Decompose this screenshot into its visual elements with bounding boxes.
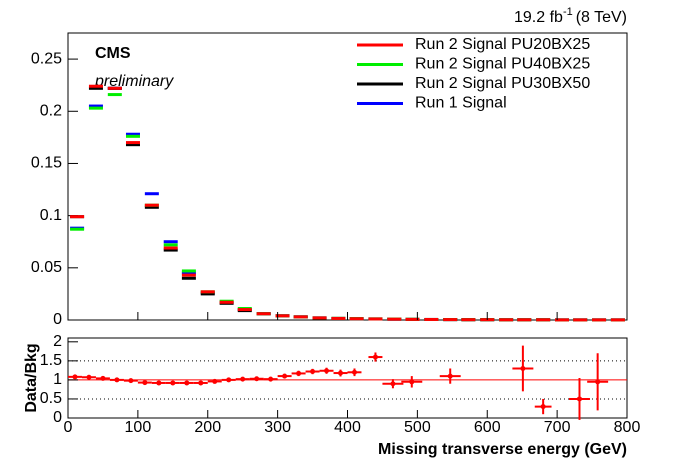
x-tick-label: 0 [64, 419, 73, 436]
lumi-label: 19.2 fb-1 (8 TeV) [514, 6, 627, 26]
data-point [324, 368, 330, 374]
data-point [282, 373, 288, 379]
data-point [296, 370, 302, 376]
y-tick-label: 1.5 [40, 352, 62, 369]
data-point [520, 365, 526, 371]
y-tick-label: 0.05 [31, 259, 62, 276]
status: preliminary [94, 73, 174, 90]
data-point [170, 380, 176, 386]
data-point [310, 369, 316, 375]
x-tick-label: 500 [404, 419, 431, 436]
y-tick-label: 0 [53, 311, 62, 328]
data-point [372, 354, 378, 360]
y-tick-label: 0 [53, 409, 62, 426]
y-tick-label: 2 [53, 333, 62, 350]
data-point [100, 375, 106, 381]
x-tick-label: 100 [125, 419, 152, 436]
data-point [198, 380, 204, 386]
x-tick-label: 300 [264, 419, 291, 436]
legend-label: Run 1 Signal [415, 95, 507, 112]
data-point [212, 378, 218, 384]
energy: (8 TeV) [576, 9, 627, 26]
legend-label: Run 2 Signal PU30BX50 [415, 75, 590, 92]
data-point [86, 374, 92, 380]
y-axis-label: Data/Bkg [23, 343, 40, 412]
y-tick-label: 0.25 [31, 50, 62, 67]
y-tick-label: 0.5 [40, 390, 62, 407]
y-tick-label: 0.2 [40, 102, 62, 119]
data-point [128, 378, 134, 384]
x-tick-label: 200 [194, 419, 221, 436]
data-point [338, 370, 344, 376]
data-point [184, 380, 190, 386]
data-point [142, 380, 148, 386]
y-tick-label: 1 [53, 371, 62, 388]
data-point [351, 369, 357, 375]
legend-label: Run 2 Signal PU20BX25 [415, 36, 590, 53]
data-point [447, 373, 453, 379]
data-point [240, 376, 246, 382]
data-point [72, 374, 78, 380]
legend-label: Run 2 Signal PU40BX25 [415, 56, 590, 73]
x-tick-label: 400 [334, 419, 361, 436]
experiment: CMS [95, 45, 131, 62]
data-point [268, 376, 274, 382]
x-axis-label: Missing transverse energy (GeV) [378, 441, 627, 458]
x-tick-label: 700 [544, 419, 571, 436]
y-tick-label: 0.15 [31, 155, 62, 172]
data-point [156, 380, 162, 386]
data-point [540, 404, 546, 410]
data-point [595, 379, 601, 385]
x-tick-label: 800 [614, 419, 641, 436]
y-tick-label: 0.1 [40, 207, 62, 224]
data-point [409, 379, 415, 385]
data-point [114, 377, 120, 383]
data-point [226, 377, 232, 383]
data-point [254, 376, 260, 382]
lumi: 19.2 fb [514, 9, 563, 26]
data-point [576, 396, 582, 402]
lumi-sup: -1 [563, 6, 573, 18]
data-point [390, 381, 396, 387]
x-tick-label: 600 [474, 419, 501, 436]
